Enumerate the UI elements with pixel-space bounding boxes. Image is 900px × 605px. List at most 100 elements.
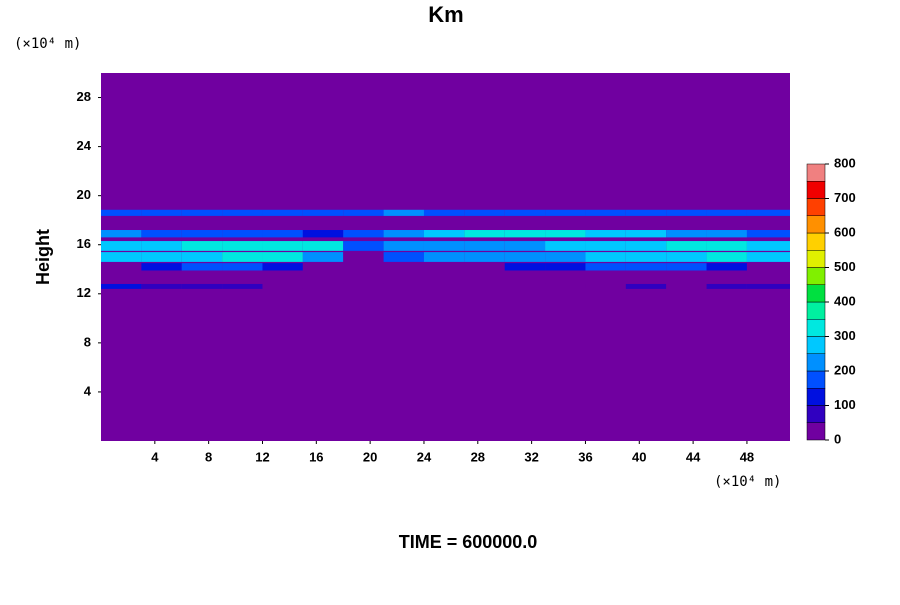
cell	[545, 263, 586, 271]
colorbar-label: 200	[834, 362, 856, 377]
colorbar-box	[806, 232, 826, 251]
cell	[545, 241, 586, 251]
colorbar-box	[806, 163, 826, 182]
cell	[504, 252, 546, 262]
cell	[585, 283, 626, 289]
colorbar-box	[806, 422, 826, 441]
cell	[423, 283, 465, 289]
cell	[101, 230, 142, 238]
colorbar-label: 0	[834, 431, 841, 446]
cell	[343, 230, 384, 238]
cell	[181, 230, 223, 238]
cell	[625, 230, 667, 238]
cell	[141, 263, 182, 271]
colorbar-label: 700	[834, 190, 856, 205]
colorbar-box	[806, 319, 826, 337]
cell	[423, 252, 465, 262]
cell	[666, 263, 707, 271]
cell	[141, 241, 182, 251]
cell	[464, 252, 505, 262]
y-tick-label: 4	[84, 383, 92, 398]
cell	[302, 230, 344, 238]
cell	[464, 209, 505, 216]
cell	[464, 263, 505, 271]
cell	[383, 263, 424, 271]
colorbar-label: 100	[834, 397, 856, 412]
cell	[101, 252, 142, 262]
cell	[222, 252, 263, 262]
cell	[706, 283, 747, 289]
cell	[423, 263, 465, 271]
cell	[585, 209, 626, 216]
cell	[141, 283, 182, 289]
cell	[262, 241, 303, 251]
cell	[464, 230, 505, 238]
cell	[504, 283, 546, 289]
y-tick-label: 20	[77, 187, 91, 202]
cell	[262, 283, 303, 289]
cell	[706, 230, 747, 238]
x-tick-label: 40	[632, 449, 646, 464]
cell	[585, 252, 626, 262]
cell	[545, 230, 586, 238]
colorbar-label: 600	[834, 224, 856, 239]
cell	[101, 263, 142, 271]
cell	[141, 252, 182, 262]
cell	[666, 283, 707, 289]
cell	[706, 263, 747, 271]
x-tick-label: 20	[363, 449, 377, 464]
colorbar-label: 400	[834, 293, 856, 308]
colorbar-box	[806, 336, 826, 354]
y-tick-label: 12	[77, 285, 91, 300]
cell	[706, 209, 747, 216]
y-label: Height	[33, 229, 53, 285]
cell	[666, 209, 707, 216]
cell	[545, 209, 586, 216]
cell	[545, 283, 586, 289]
cell	[423, 209, 465, 216]
cell	[141, 230, 182, 238]
cell	[181, 241, 223, 251]
x-tick-label: 44	[686, 449, 701, 464]
colorbar-box	[806, 198, 826, 216]
cell	[706, 252, 747, 262]
cell	[181, 283, 223, 289]
x-tick-label: 8	[205, 449, 212, 464]
cell	[504, 241, 546, 251]
chart-title: Km	[428, 2, 463, 27]
colorbar-box	[806, 353, 826, 372]
cell	[746, 263, 790, 271]
x-tick-label: 4	[151, 449, 159, 464]
x-tick-label: 28	[471, 449, 485, 464]
x-tick-label: 36	[578, 449, 592, 464]
cell	[302, 209, 344, 216]
cell	[423, 230, 465, 238]
cell	[585, 241, 626, 251]
cell	[302, 283, 344, 289]
colorbar-box	[806, 284, 826, 303]
cell	[343, 252, 384, 262]
cell	[625, 252, 667, 262]
cell	[302, 263, 344, 271]
x-tick-label: 48	[740, 449, 754, 464]
colorbar-box	[806, 370, 826, 389]
cell	[262, 209, 303, 216]
colorbar-box	[806, 405, 826, 423]
y-tick-label: 8	[84, 334, 91, 349]
y-tick-label: 16	[77, 236, 91, 251]
cell	[464, 283, 505, 289]
cell	[383, 241, 424, 251]
cell	[101, 241, 142, 251]
cell	[222, 230, 263, 238]
cell	[383, 252, 424, 262]
colorbar-box	[806, 215, 826, 234]
cell	[262, 252, 303, 262]
colorbar-label: 300	[834, 328, 856, 343]
cell	[181, 263, 223, 271]
x-tick-label: 24	[417, 449, 432, 464]
x-unit: (×10⁴ m)	[714, 474, 781, 490]
cell	[746, 252, 790, 262]
cell	[262, 263, 303, 271]
cell	[625, 241, 667, 251]
